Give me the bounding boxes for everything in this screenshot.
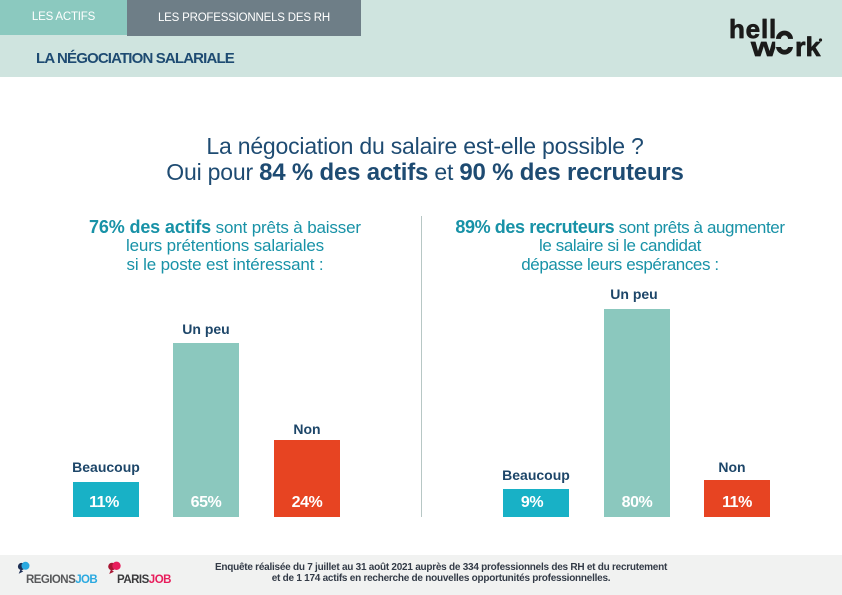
svg-text:w: w xyxy=(750,33,777,62)
svg-text:hell: hell xyxy=(729,14,777,44)
svg-text:rk: rk xyxy=(795,32,822,62)
svg-text:REGIONSJOB: REGIONSJOB xyxy=(26,574,97,586)
svg-text:PARISJOB: PARISJOB xyxy=(117,574,171,586)
